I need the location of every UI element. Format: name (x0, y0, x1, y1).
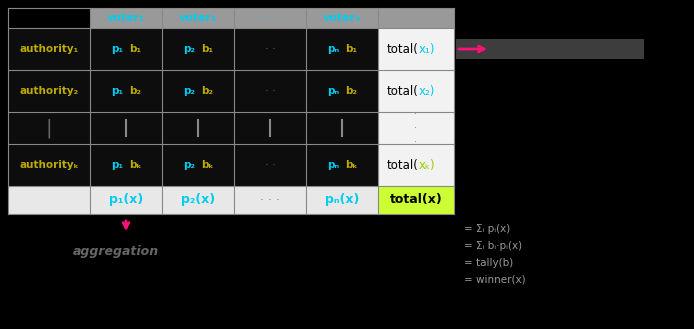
Text: b₁: b₁ (345, 44, 357, 54)
Text: voter₁: voter₁ (107, 13, 145, 23)
Bar (378, 186, 454, 214)
Text: x₁): x₁) (419, 42, 436, 56)
Bar (90, 8, 454, 28)
Text: authority₁: authority₁ (19, 44, 78, 54)
Text: |: | (46, 118, 52, 138)
Text: b₂: b₂ (201, 86, 213, 96)
Text: · · ·: · · · (260, 193, 280, 207)
Bar (8, 186, 454, 214)
Text: p₁(x): p₁(x) (109, 193, 143, 207)
Text: total(: total( (387, 85, 419, 97)
Text: pₙ: pₙ (327, 44, 339, 54)
Text: b₂: b₂ (129, 86, 141, 96)
Text: voterₙ: voterₙ (323, 13, 361, 23)
Text: b₁: b₁ (201, 44, 213, 54)
Text: p₂: p₂ (183, 86, 195, 96)
Bar (8, 28, 454, 186)
Text: bₖ: bₖ (201, 160, 213, 170)
Text: = tally(b): = tally(b) (464, 258, 514, 268)
Text: p₂: p₂ (183, 160, 195, 170)
Text: total(: total( (387, 159, 419, 171)
Text: · ·: · · (264, 160, 276, 170)
Text: voter₂: voter₂ (179, 13, 217, 23)
Text: authority₂: authority₂ (19, 86, 78, 96)
Text: = winner(x): = winner(x) (464, 275, 525, 285)
Text: aggregation: aggregation (73, 245, 159, 259)
Text: b₂: b₂ (345, 86, 357, 96)
Text: bₖ: bₖ (129, 160, 142, 170)
Text: x₂): x₂) (419, 85, 435, 97)
Bar (456, 39, 644, 59)
Text: ·
·
·: · · · (414, 109, 418, 147)
Text: · ·: · · (264, 86, 276, 96)
Text: xₖ): xₖ) (419, 159, 436, 171)
Text: authorityₖ: authorityₖ (19, 160, 79, 170)
Text: pₙ: pₙ (327, 160, 339, 170)
Text: p₁: p₁ (111, 160, 123, 170)
Bar (378, 28, 454, 186)
Text: p₂: p₂ (183, 44, 195, 54)
Text: · ·: · · (264, 44, 276, 54)
Text: p₁: p₁ (111, 86, 123, 96)
Text: total(: total( (387, 42, 419, 56)
Text: p₂(x): p₂(x) (181, 193, 215, 207)
Text: p₁: p₁ (111, 44, 123, 54)
Text: total(x): total(x) (389, 193, 442, 207)
Text: bₖ: bₖ (345, 160, 357, 170)
Text: = Σᵢ pᵢ(x): = Σᵢ pᵢ(x) (464, 224, 510, 234)
Text: b₁: b₁ (129, 44, 141, 54)
Text: pₙ(x): pₙ(x) (325, 193, 359, 207)
Text: = Σᵢ bᵢ·pᵢ(x): = Σᵢ bᵢ·pᵢ(x) (464, 241, 522, 251)
Text: · · ·: · · · (261, 13, 279, 23)
Text: pₙ: pₙ (327, 86, 339, 96)
